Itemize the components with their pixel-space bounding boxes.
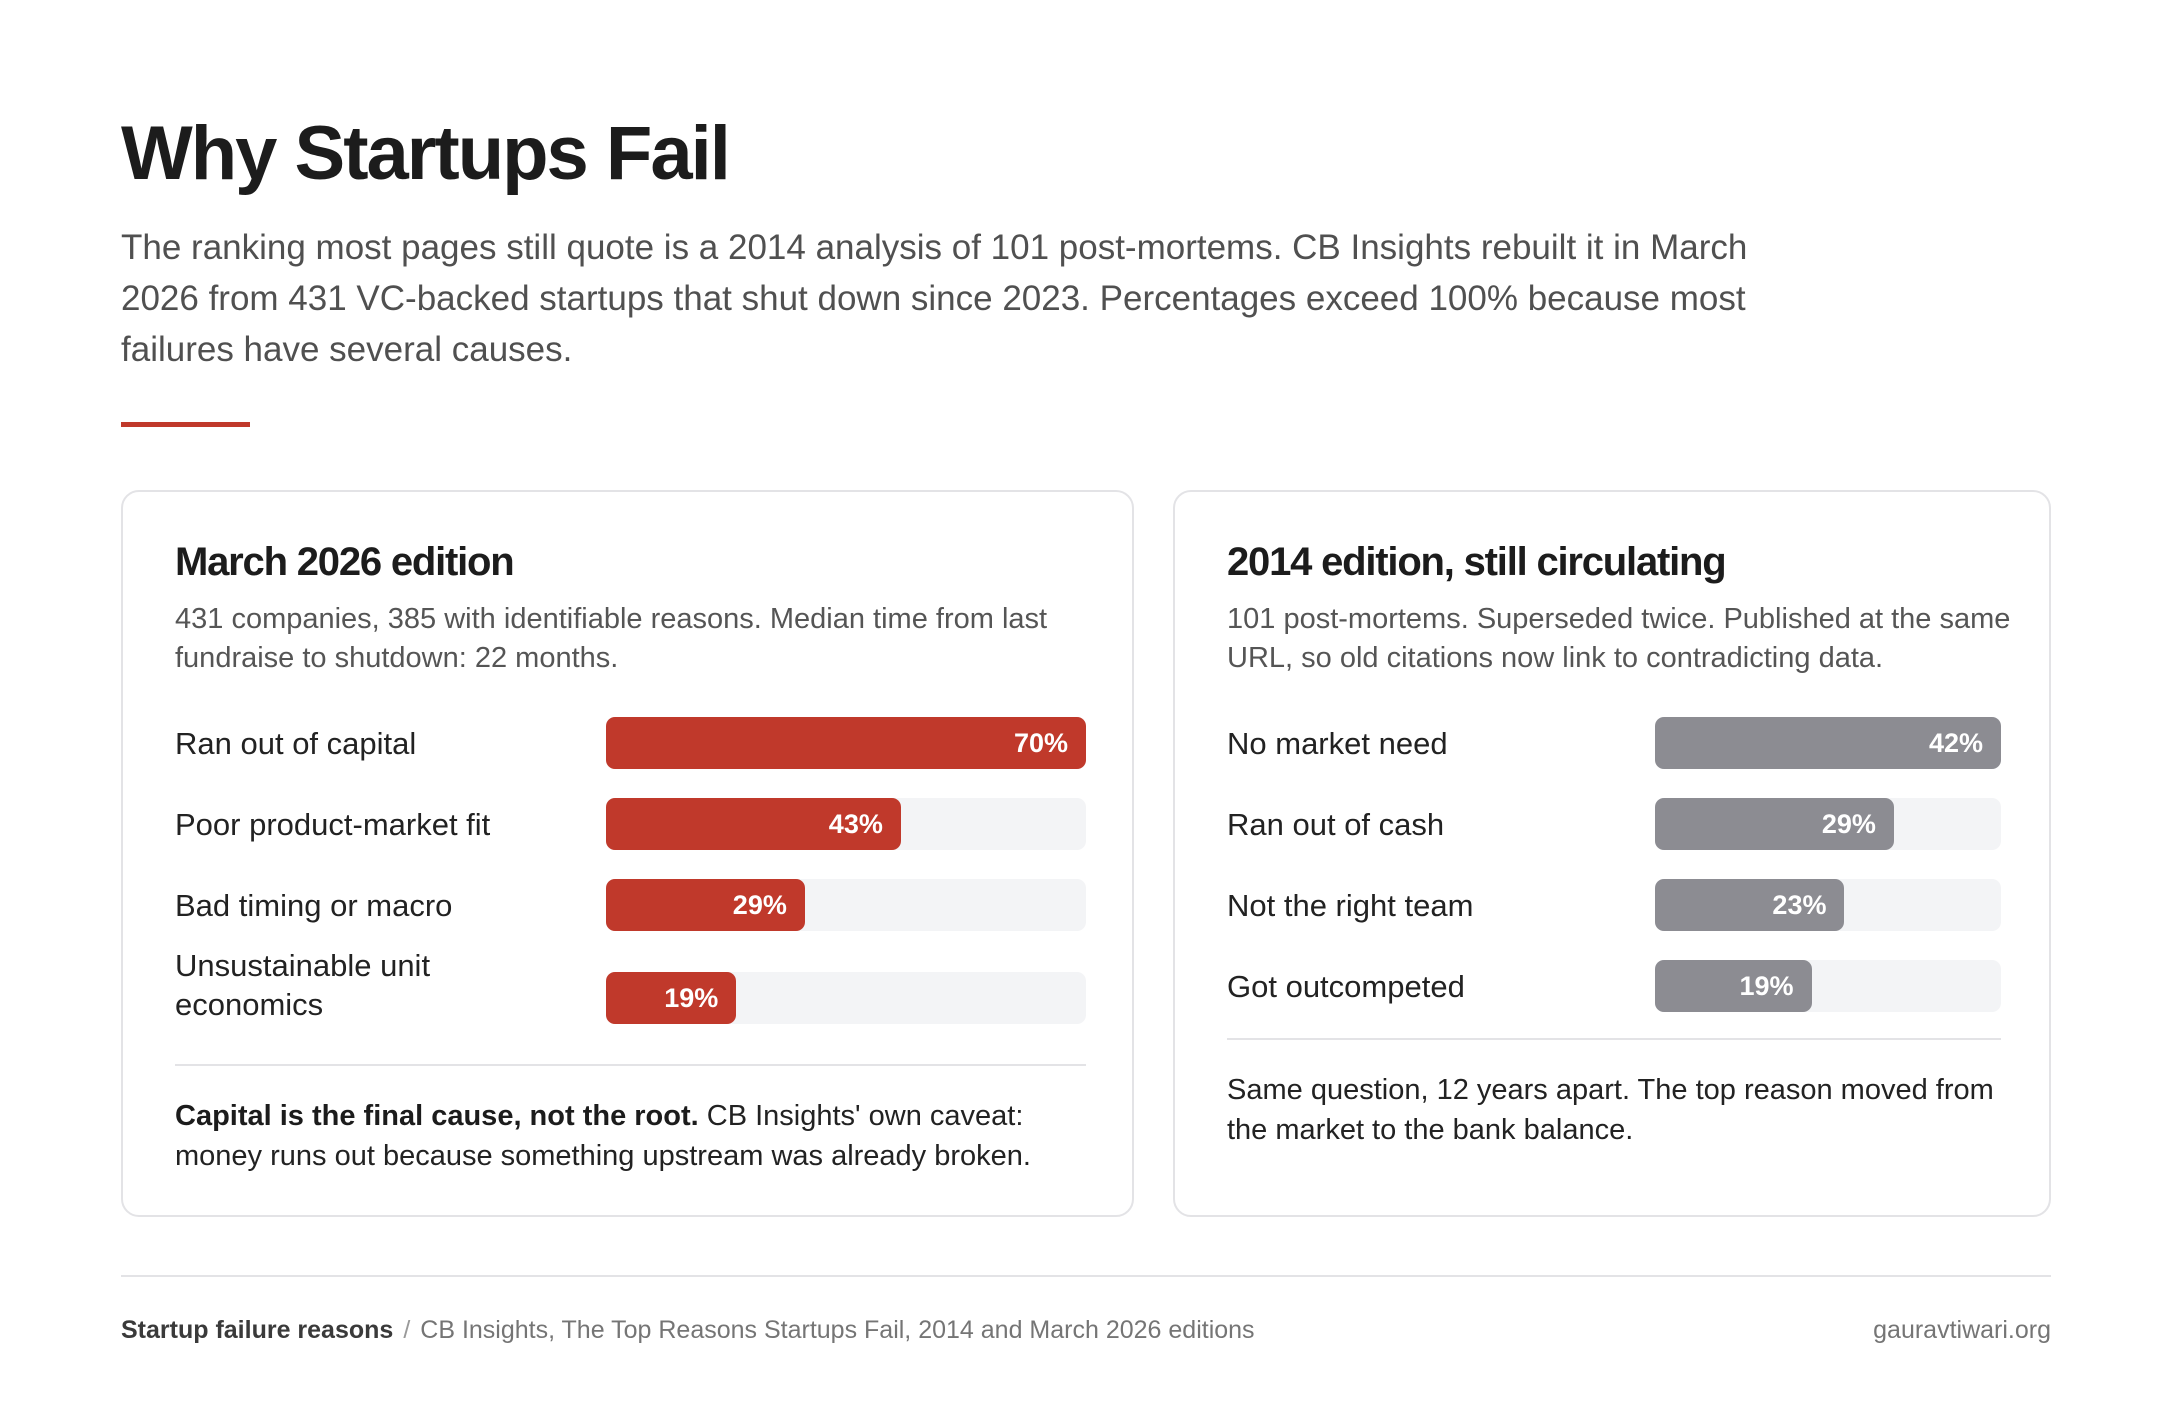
accent-divider (121, 422, 250, 427)
bar-2014-2: 23% (1655, 879, 1845, 931)
bar-value-2026-3: 19% (664, 983, 719, 1013)
bar-2026-3: 19% (606, 972, 737, 1024)
panel-2014-subtitle: 101 post-mortems. Superseded twice. Publ… (1227, 603, 2011, 674)
bar-track-2014-2: 23% (1655, 879, 2001, 931)
bar-value-2026-2: 29% (732, 890, 787, 920)
bar-track-2026-3: 19% (606, 972, 1086, 1024)
footer-separator: / (403, 1316, 411, 1344)
bar-2026-1: 43% (606, 798, 901, 850)
panel-2026-subtitle: 431 companies, 385 with identifiable rea… (175, 603, 1048, 674)
bar-label-2026-2: Bad timing or macro (175, 888, 453, 923)
panel-2026-title: March 2026 edition (175, 540, 515, 584)
bar-2026-0: 70% (606, 717, 1086, 769)
bar-value-2014-3: 19% (1739, 971, 1794, 1001)
panel-2026: March 2026 edition 431 companies, 385 wi… (121, 490, 1134, 1217)
footer-label: Startup failure reasons (121, 1316, 394, 1344)
bar-label-2014-1: Ran out of cash (1227, 807, 1445, 842)
bar-value-2014-1: 29% (1821, 809, 1876, 839)
bar-label-2014-0: No market need (1227, 726, 1448, 761)
footer: Startup failure reasons / CB Insights, The… (121, 1310, 2051, 1350)
bar-track-2026-2: 29% (606, 879, 1086, 931)
panel-2026-note-bold: Capital is the final cause, not the root… (175, 1100, 699, 1132)
bar-track-2026-1: 43% (606, 798, 1086, 850)
bar-label-2026-0: Ran out of capital (175, 726, 417, 761)
page-title: Why Startups Fail (121, 111, 731, 196)
bar-label-2014-2: Not the right team (1227, 888, 1474, 923)
footer-site-link[interactable]: gauravtiwari.org (1873, 1316, 2051, 1344)
panel-2014-note: Same question, 12 years apart. The top r… (1227, 1074, 1994, 1146)
bar-track-2026-0: 70% (606, 717, 1086, 769)
bar-track-2014-0: 42% (1655, 717, 2001, 769)
panel-2026-divider (175, 1064, 1086, 1066)
intro-text: The ranking most pages still quote is a … (121, 228, 1748, 369)
bar-2026-2: 29% (606, 879, 805, 931)
panel-2014-title: 2014 edition, still circulating (1227, 540, 1727, 584)
bar-label-2014-3: Got outcompeted (1227, 969, 1465, 1004)
bar-value-2026-0: 70% (1013, 728, 1068, 758)
panel-2026-note-text: CB Insights' own caveat: money runs out … (175, 1100, 1031, 1172)
bar-value-2014-0: 42% (1928, 728, 1983, 758)
bar-label-2026-3: Unsustainable unit economics (175, 948, 431, 1022)
bar-2014-3: 19% (1655, 960, 1812, 1012)
footer-divider (121, 1275, 2051, 1277)
bar-2014-1: 29% (1655, 798, 1894, 850)
panel-2014: 2014 edition, still circulating 101 post… (1173, 490, 2051, 1217)
footer-source: CB Insights, The Top Reasons Startups Fa… (420, 1316, 1255, 1344)
bar-value-2026-1: 43% (828, 809, 883, 839)
bar-track-2014-3: 19% (1655, 960, 2001, 1012)
bar-2014-0: 42% (1655, 717, 2001, 769)
bar-value-2014-2: 23% (1772, 890, 1827, 920)
bar-track-2014-1: 29% (1655, 798, 2001, 850)
bar-label-2026-1: Poor product-market fit (175, 807, 491, 842)
panel-2014-divider (1227, 1038, 2001, 1040)
panel-2026-note: Capital is the final cause, not the root… (175, 1096, 1086, 1176)
